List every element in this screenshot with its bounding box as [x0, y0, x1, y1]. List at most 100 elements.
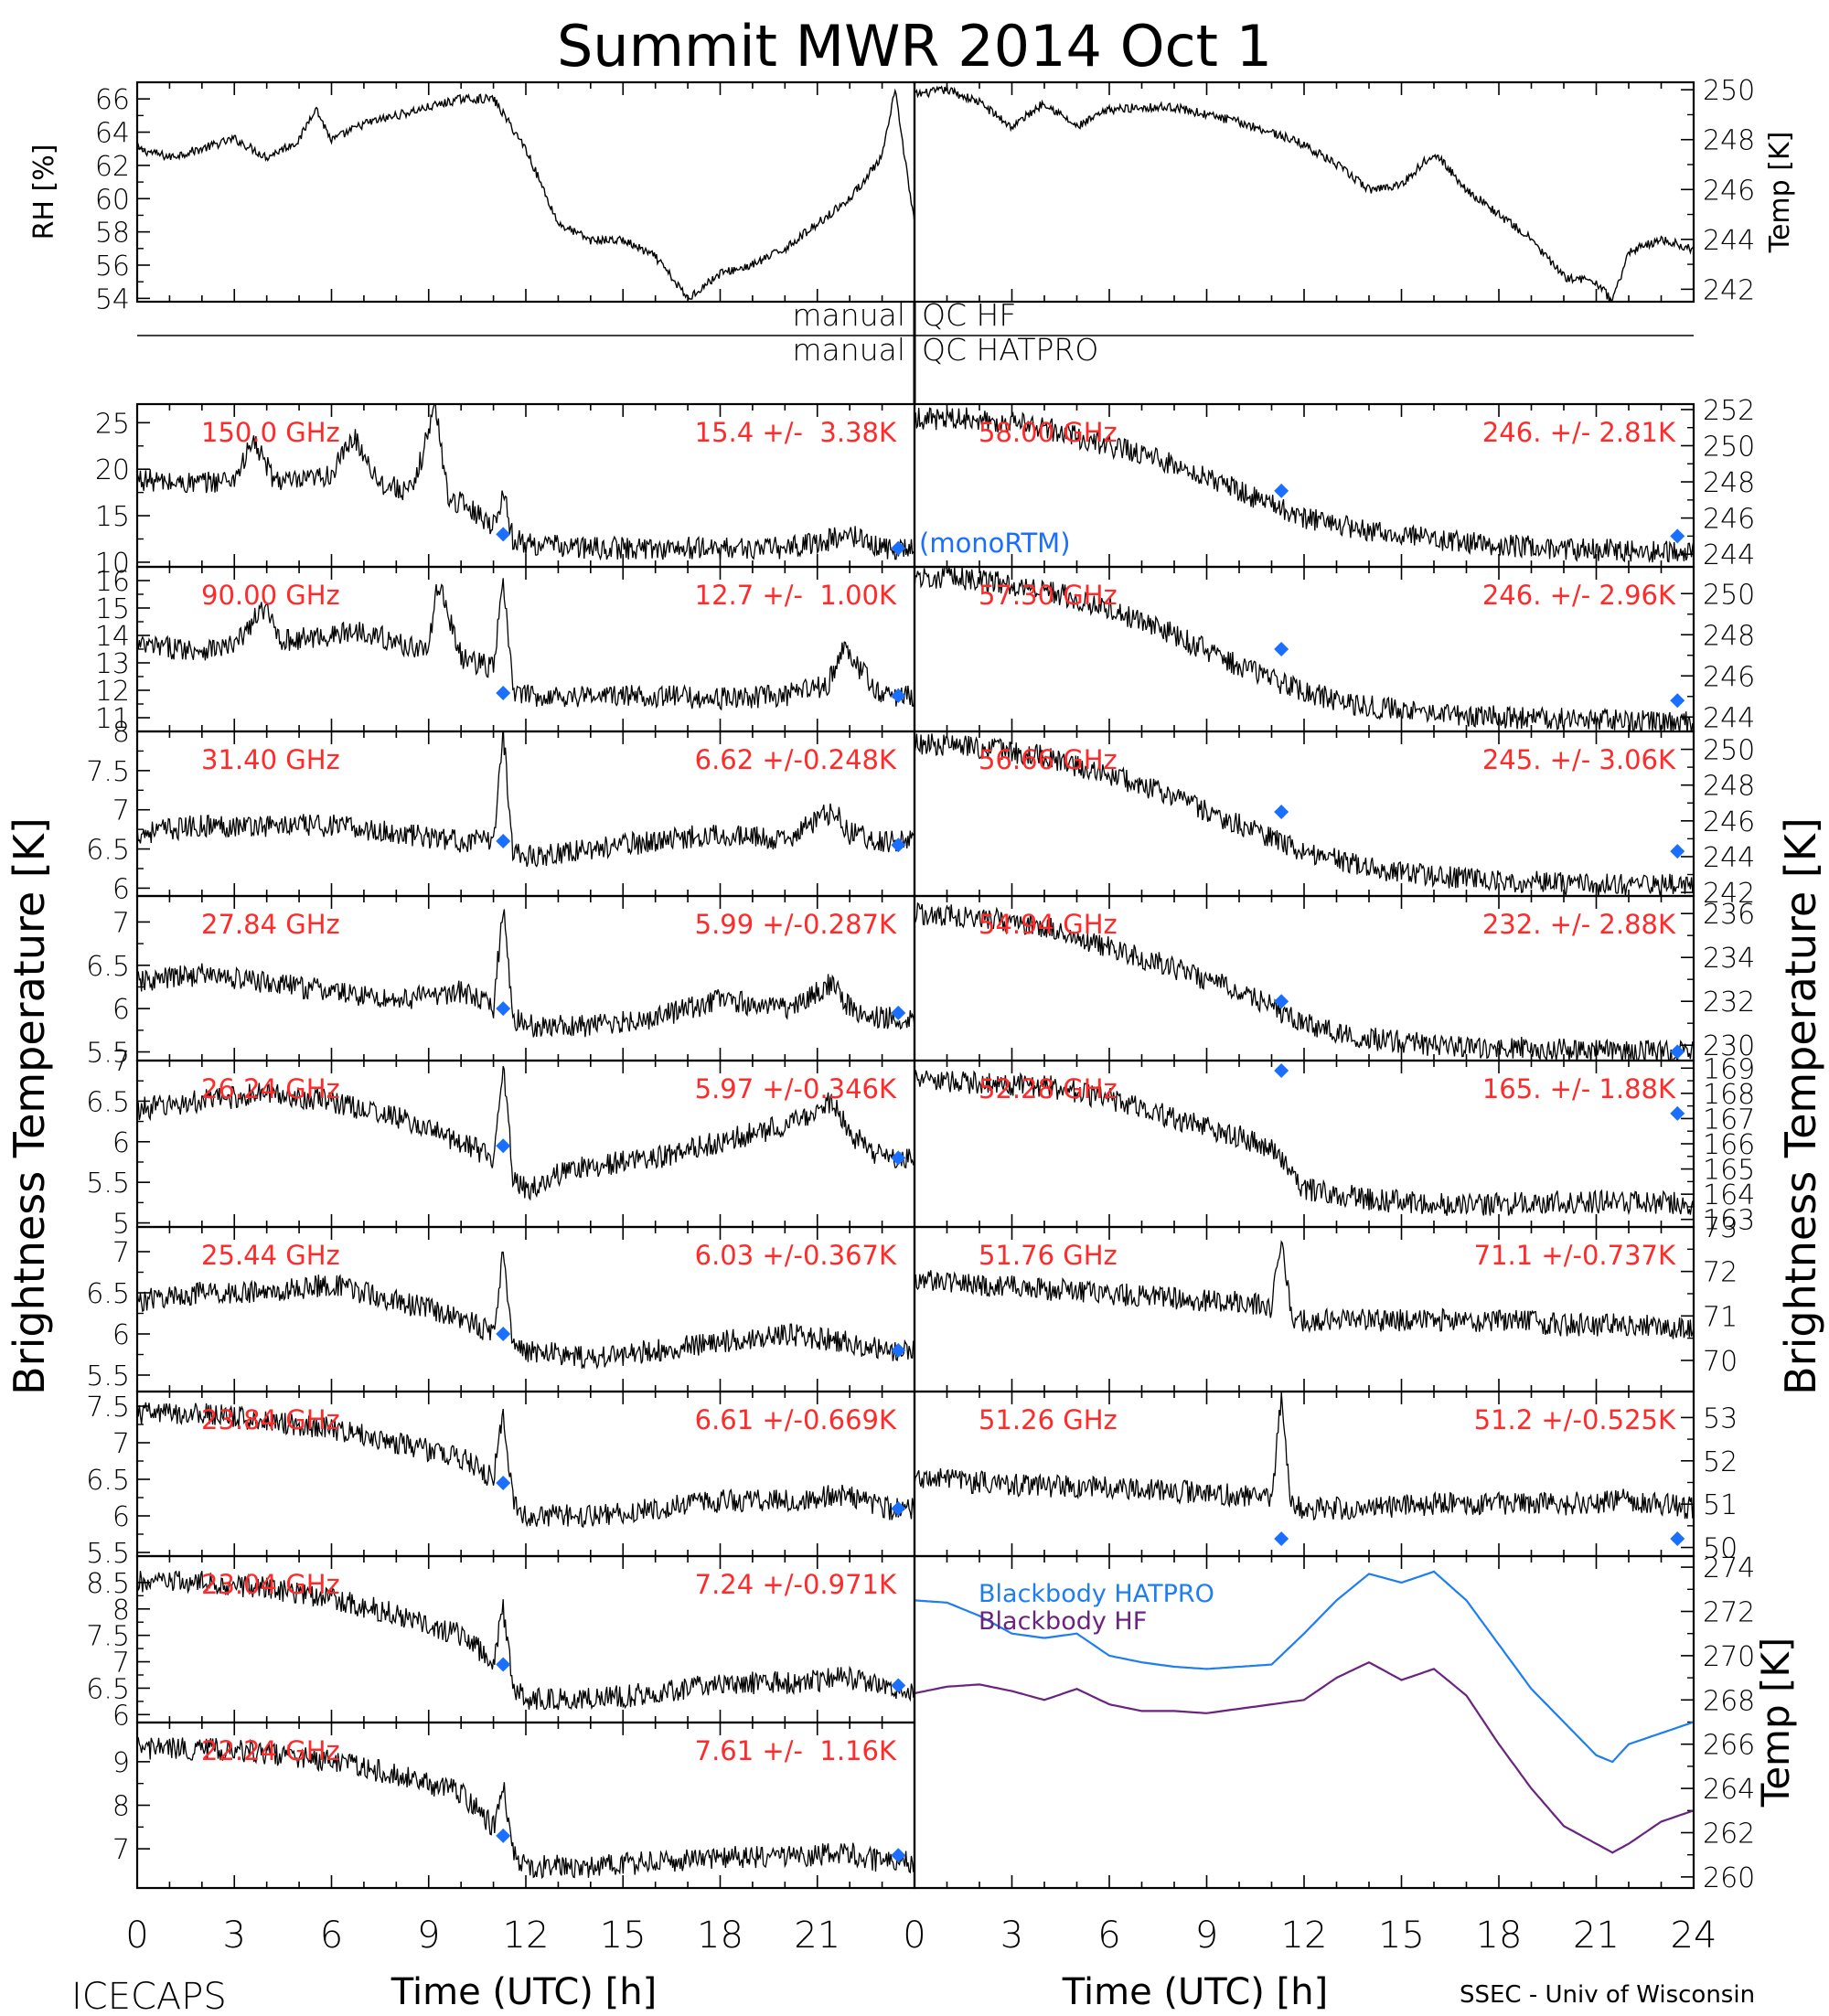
y-tick-label: 6.5	[86, 1278, 130, 1310]
left-x-tick-label: 15	[600, 1915, 647, 1957]
monortm-marker	[496, 1001, 511, 1017]
y-tick-label: 6	[112, 1700, 130, 1732]
y-tick-label: 66	[95, 84, 130, 116]
right-x-tick-label: 3	[1000, 1915, 1023, 1957]
legend-entry: Blackbody HF	[979, 1607, 1147, 1636]
y-tick-label: 7	[112, 1046, 130, 1078]
monortm-marker	[1670, 1531, 1685, 1547]
series-line-ch90	[137, 578, 914, 711]
y-tick-label: 262	[1703, 1819, 1755, 1851]
monortm-marker	[891, 1150, 906, 1166]
monortm-marker	[891, 688, 906, 703]
series-line-ch23_84	[137, 1402, 914, 1529]
footer-icecaps: ICECAPS	[71, 1976, 227, 2011]
y-tick-label: 264	[1703, 1774, 1755, 1806]
series-line-ch56_66	[914, 733, 1694, 896]
panel-ch51_76: 70 71 72 73 51.76 GHz 71.1 +/-0.737K	[913, 1212, 1738, 1393]
y-tick-label: 7.5	[86, 756, 130, 788]
y-tick-label: 244	[1703, 702, 1755, 734]
y-tick-label: 5.5	[86, 1360, 130, 1392]
stats-label: 246. +/- 2.81K	[1482, 417, 1676, 448]
monortm-marker	[496, 1476, 511, 1490]
y-tick-label: 164	[1703, 1179, 1755, 1211]
monortm-marker	[496, 1657, 511, 1672]
left-axis-label: Brightness Temperature [K]	[5, 817, 54, 1395]
monortm-marker	[1274, 1531, 1289, 1547]
footer-ssec: SSEC - Univ of Wisconsin	[1460, 1981, 1755, 2009]
monortm-marker	[496, 834, 511, 848]
qc-hatpro-label: QC HATPRO	[922, 332, 1098, 368]
y-tick-label: 5.5	[86, 1538, 130, 1570]
series-line-ch23_04	[137, 1570, 914, 1711]
y-tick-label: 248	[1703, 125, 1755, 157]
y-tick-label: 7.5	[86, 1621, 130, 1653]
channel-label: 51.76 GHz	[979, 1240, 1118, 1271]
y-tick-label: 246	[1703, 175, 1755, 207]
y-tick-label: 230	[1703, 1030, 1755, 1062]
stats-label: 5.99 +/-0.287K	[695, 909, 897, 940]
left-x-tick-label: 9	[417, 1915, 440, 1957]
channel-label: 51.26 GHz	[979, 1404, 1118, 1435]
y-tick-label: 64	[95, 118, 130, 150]
y-tick-label: 166	[1703, 1129, 1755, 1161]
monortm-marker	[891, 1501, 906, 1516]
y-tick-label: 16	[95, 566, 130, 598]
y-tick-label: 246	[1703, 806, 1755, 838]
y-tick-label: 72	[1703, 1257, 1738, 1289]
monortm-marker	[1670, 693, 1685, 709]
series-line-ch31	[137, 731, 914, 868]
monortm-marker	[1670, 1044, 1685, 1060]
series-line-blackbody-0	[914, 1570, 1694, 1764]
y-tick-label: 272	[1703, 1597, 1755, 1629]
monortm-marker	[891, 1343, 906, 1358]
y-tick-label: 242	[1703, 274, 1755, 306]
panel-ch26: 5 5.5 6 6.5 7 26.24 GHz 5.97 +/-0.346K	[86, 1046, 916, 1241]
y-tick-label: 6	[112, 994, 130, 1026]
series-line-ch27	[137, 909, 914, 1038]
right-x-tick-label: 9	[1195, 1915, 1218, 1957]
panel-frame	[913, 80, 1695, 304]
y-tick-label: 25	[95, 408, 130, 440]
y-tick-label: 51	[1703, 1489, 1738, 1521]
qc-hf-label: QC HF	[922, 297, 1016, 333]
monortm-marker	[496, 1828, 511, 1843]
y-tick-label: 6	[112, 1501, 130, 1533]
series-line-ch57_30	[914, 567, 1694, 731]
y-tick-label: 12	[95, 676, 130, 708]
channel-label: 22.24 GHz	[201, 1735, 340, 1766]
monortm-marker	[1274, 1063, 1289, 1079]
monortm-marker	[891, 837, 906, 853]
qc-hf-manual-label: manual	[792, 297, 905, 333]
y-tick-label: 236	[1703, 899, 1755, 931]
x-tick-labels: 0 3 6 9 12 15 18 21 0 3 6 9 12 15 18 21 24	[125, 1915, 1717, 1957]
panel-frame	[135, 80, 916, 304]
y-tick-label: 244	[1703, 842, 1755, 874]
monortm-marker	[891, 1678, 906, 1693]
series-line-ch52_28	[914, 1070, 1694, 1216]
series-line-ch150	[137, 404, 914, 561]
x-axis-label-right: Time (UTC) [h]	[1062, 1971, 1328, 2011]
right-x-tick-label: 24	[1671, 1915, 1717, 1957]
y-tick-label: 246	[1703, 661, 1755, 693]
y-tick-label: 242	[1703, 878, 1755, 910]
y-tick-label: 250	[1703, 75, 1755, 107]
panel-temp: 242 244 246 248 250 Temp [K]	[913, 75, 1796, 306]
y-tick-label: 8	[112, 1791, 130, 1823]
monortm-legend: (monoRTM)	[919, 528, 1071, 559]
left-x-tick-label: 0	[125, 1915, 148, 1957]
y-tick-label: 15	[95, 501, 130, 533]
y-tick-label: 6.5	[86, 1465, 130, 1497]
y-tick-label: 169	[1703, 1053, 1755, 1085]
left-x-tick-label: 3	[223, 1915, 246, 1957]
y-tick-label: 266	[1703, 1730, 1755, 1762]
monortm-marker	[1274, 483, 1289, 498]
y-tick-label: 250	[1703, 735, 1755, 767]
monortm-marker	[891, 540, 906, 556]
channel-label: 58.00 GHz	[979, 417, 1118, 448]
channel-label: 90.00 GHz	[201, 580, 340, 611]
